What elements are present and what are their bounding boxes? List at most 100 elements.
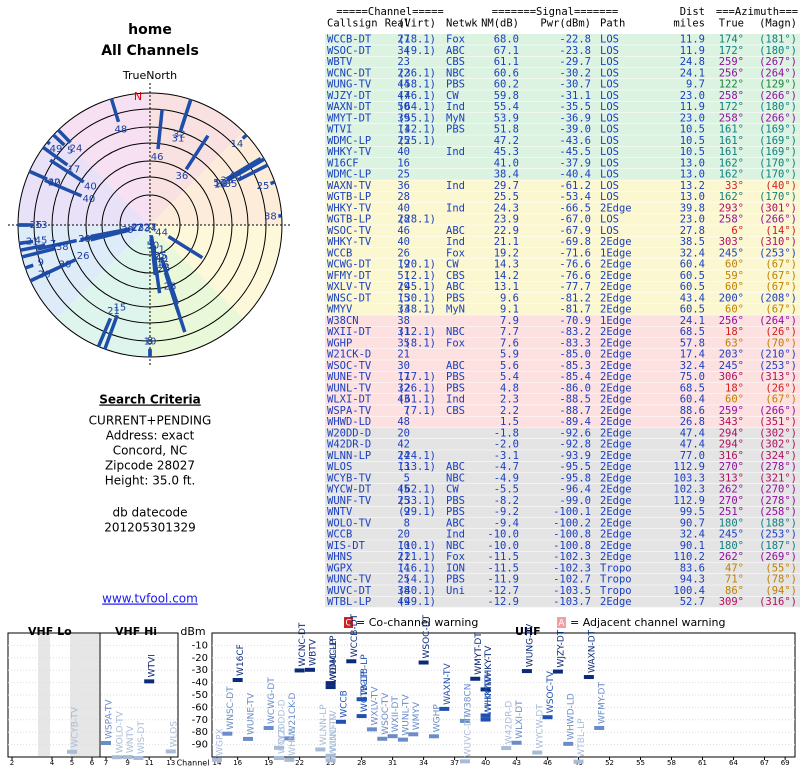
table-cell: PBS (446, 292, 465, 304)
table-cell: 32.4 (680, 247, 705, 259)
table-cell: 61.1 (494, 56, 519, 68)
table-row (325, 135, 800, 146)
table-cell: (12.1) (398, 326, 436, 338)
table-cell: -4.9 (494, 472, 519, 484)
table-cell: 2Edge (600, 540, 632, 552)
table-cell: 5.9 (500, 349, 519, 361)
table-cell: Tropo (600, 562, 632, 574)
table-cell: -2.0 (494, 439, 519, 451)
table-row (325, 337, 800, 349)
table-cell: CBS (446, 270, 465, 282)
table-cell: (253°) (759, 247, 797, 259)
signal-label: WDMC-LP (329, 639, 339, 683)
table-cell: 9 (404, 506, 410, 518)
table-cell: ABC (446, 45, 465, 57)
adj-icon: A (558, 619, 565, 629)
radar-channel: 35 (225, 179, 238, 190)
signal-label: WFMY-DT (598, 682, 608, 724)
table-cell: WUNE-TV (327, 371, 372, 383)
table-cell: (253°) (759, 360, 797, 372)
table-cell: 25 (397, 574, 410, 586)
table-cell: (9.1) (404, 45, 436, 57)
table-cell: -11.9 (487, 574, 519, 586)
table-cell: 13.1 (494, 281, 519, 293)
table-cell: -89.4 (559, 416, 591, 428)
table-cell: Ind (446, 180, 465, 192)
signal-label: WSPA-TV (105, 699, 115, 739)
table-cell: WCWG-DT (327, 259, 372, 271)
table-cell: WCCB (327, 247, 352, 259)
signal-label: WGHP (432, 704, 442, 733)
table-cell: Ind (446, 394, 465, 406)
radar-spoke (103, 314, 119, 350)
table-cell: 259° (719, 56, 744, 68)
y-tick-label: -80 (192, 727, 208, 738)
table-cell: -92.8 (559, 439, 591, 451)
table-cell: W20DD-D (327, 427, 371, 439)
table-row (325, 214, 800, 225)
group-header: =====Channel===== (336, 6, 443, 18)
signal-label: WLNN-LP (319, 704, 329, 746)
table-cell: 71° (725, 574, 744, 586)
signal-label: WDMC-LP (329, 635, 339, 679)
radar-channel: 25 (158, 263, 171, 274)
table-cell: Fox (446, 337, 465, 349)
table-cell: 90.7 (680, 517, 705, 529)
co-legend: = Co-channel warning (356, 616, 478, 629)
table-row (325, 34, 800, 45)
radar-channel: 25 (30, 220, 43, 231)
x-tick-label: 11 (145, 759, 154, 767)
group-header: =======Signal======= (492, 6, 618, 18)
table-cell: (33.1) (398, 495, 436, 507)
radar-channel: 24 (70, 143, 83, 154)
table-row (325, 304, 800, 315)
group-header: ===Azimuth=== (716, 6, 798, 18)
table-cell: 33 (397, 304, 410, 316)
site-link[interactable]: www.tvfool.com (102, 592, 198, 606)
table-cell: (28.1) (398, 214, 436, 226)
table-cell: 23.9 (494, 214, 519, 226)
table-cell: (20.1) (398, 259, 436, 271)
table-cell: -102.3 (553, 551, 591, 563)
signal-mark (480, 717, 491, 722)
signal-label: WYCW-DT (536, 704, 546, 749)
table-cell: 40 (397, 236, 410, 248)
table-cell: ABC (446, 225, 465, 237)
radar-channel: 30 (59, 260, 72, 271)
signal-mark (511, 740, 522, 745)
table-cell: (67°) (765, 281, 797, 293)
table-cell: 9.7 (686, 79, 705, 91)
radar-channel: 40 (84, 181, 97, 192)
table-row (325, 79, 800, 90)
table-cell: -100.8 (553, 529, 591, 541)
table-cell: 2Edge (600, 495, 632, 507)
table-cell: 2Edge (600, 416, 632, 428)
radar-sector (150, 225, 282, 319)
criteria-line: Height: 35.0 ft. (105, 474, 196, 488)
table-cell: W38CN (327, 315, 359, 327)
table-cell: -8.2 (494, 495, 519, 507)
table-cell: (316°) (759, 596, 797, 608)
criteria-line: CURRENT+PENDING (89, 414, 212, 428)
table-cell: 2Edge (600, 472, 632, 484)
radar-channel: 28 (164, 281, 177, 292)
y-tick-label: -40 (192, 678, 208, 689)
radar-channel: 13 (35, 220, 48, 231)
column-header: NM(dB) (481, 18, 519, 30)
y-tick-label: -10 (192, 640, 208, 651)
table-cell: 180° (719, 540, 744, 552)
table-cell: CW (446, 90, 459, 102)
table-cell: 1Edge (600, 315, 632, 327)
table-cell: 60.6 (494, 67, 519, 79)
column-header: (Magn) (759, 18, 797, 30)
table-cell: WJZY-DT (327, 90, 372, 102)
table-cell: 13.0 (680, 169, 705, 181)
table-cell: 2Edge (600, 506, 632, 518)
table-cell: 38.4 (494, 169, 519, 181)
table-cell: (58.1) (398, 79, 436, 91)
table-row (325, 416, 800, 428)
radar-channel: 34 (144, 224, 157, 235)
table-cell: 16 (397, 157, 410, 169)
signal-label: WUVC-DT (463, 713, 473, 757)
signal-mark (521, 669, 532, 674)
